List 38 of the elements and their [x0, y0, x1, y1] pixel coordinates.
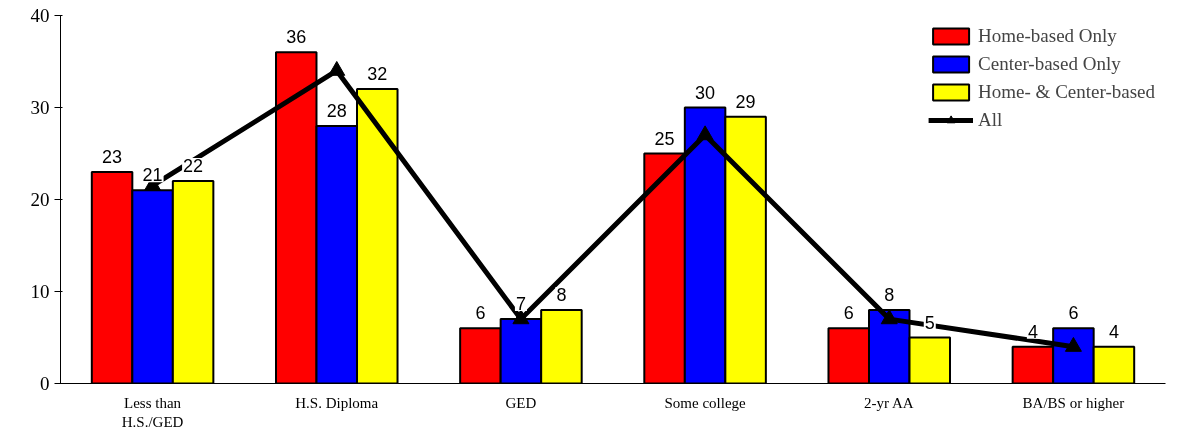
data-label: 8 — [884, 284, 895, 305]
y-tick-label: 10 — [30, 281, 50, 302]
x-tick-label: H.S. Diploma — [295, 394, 379, 411]
point — [880, 309, 898, 325]
y-tick-label: 20 — [30, 189, 50, 210]
data-label: 5 — [924, 312, 935, 333]
legend-label: All — [978, 109, 1003, 131]
data-label: 21 — [142, 165, 163, 186]
data-label: 29 — [735, 91, 756, 112]
point — [512, 309, 530, 325]
x-tick-label: GED — [505, 394, 537, 411]
point — [696, 125, 714, 141]
x-tick-label: Some college — [664, 394, 747, 411]
x-tick-label: 2-yr AA — [864, 394, 914, 411]
data-label: 4 — [1027, 321, 1038, 342]
x-tick-label: BA/BS or higher — [1022, 394, 1125, 411]
data-label: 6 — [1068, 303, 1079, 324]
y-tick-label: 30 — [30, 97, 50, 118]
data-label: 4 — [1108, 321, 1119, 342]
data-label: 30 — [695, 82, 716, 103]
data-label: 7 — [515, 294, 526, 315]
x-tick-label: Less than H.S./GED — [121, 394, 184, 430]
y-tick-label: 40 — [30, 5, 50, 26]
data-label: 6 — [475, 303, 486, 324]
y-tick-label: 0 — [40, 373, 50, 394]
legend-label: Home-based Only — [978, 25, 1117, 47]
data-label: 22 — [183, 156, 204, 177]
legend-label: Center-based Only — [978, 53, 1121, 75]
legend-label: Home- & Center-based — [978, 81, 1155, 103]
data-label: 6 — [843, 303, 854, 324]
data-label: 23 — [102, 146, 123, 167]
data-label: 28 — [326, 100, 347, 121]
point — [1064, 336, 1082, 352]
point — [328, 60, 346, 76]
data-label: 25 — [654, 128, 675, 149]
data-label: 32 — [367, 64, 388, 85]
data-label: 36 — [286, 27, 307, 48]
data-label: 8 — [556, 284, 567, 305]
